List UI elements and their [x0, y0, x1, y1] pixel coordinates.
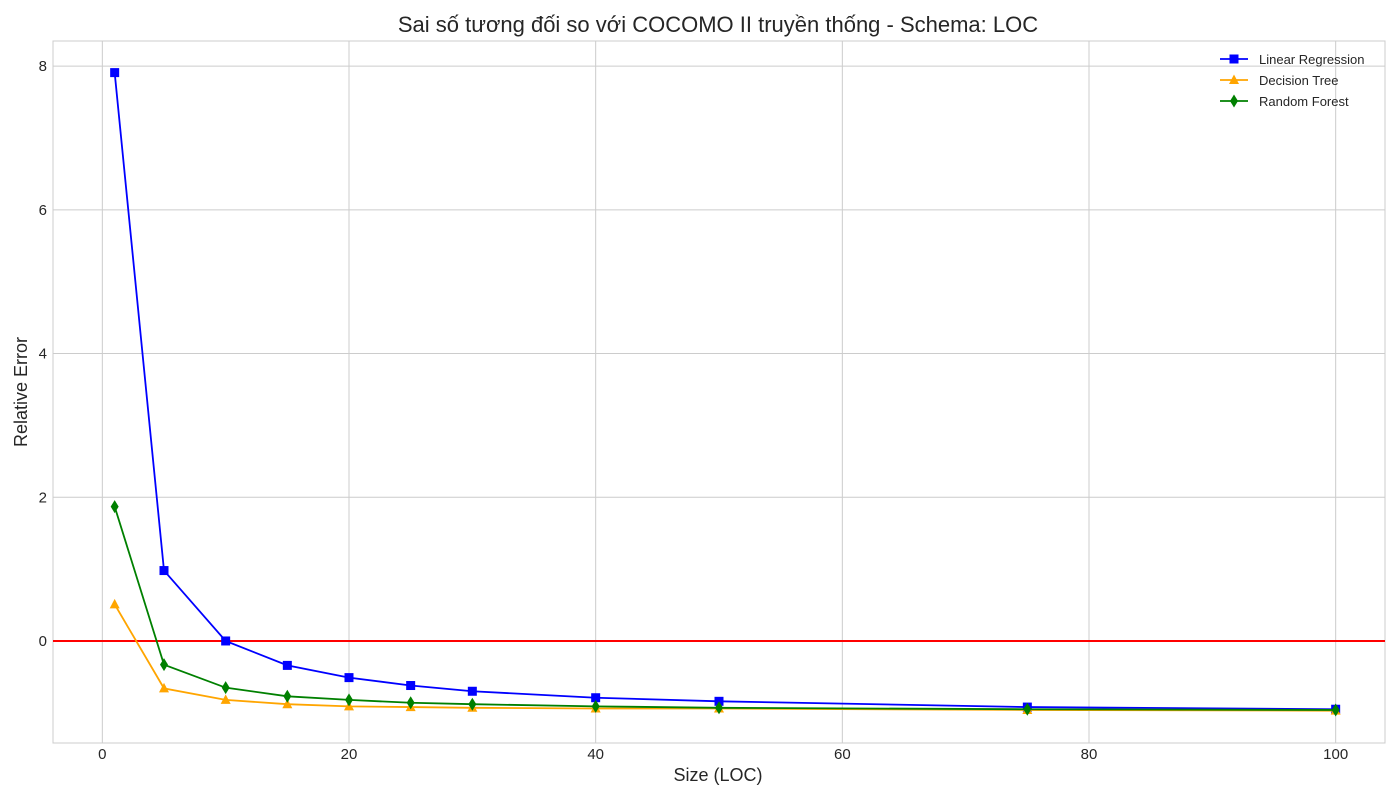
data-point-random-forest [1331, 703, 1340, 717]
data-point-random-forest [1023, 702, 1032, 716]
y-tick-labels: 0 2 4 6 8 [39, 58, 47, 650]
x-tick-labels: 0 20 40 60 80 100 [98, 746, 1348, 763]
chart-title: Sai số tương đối so với COCOMO II truyền… [398, 12, 1038, 37]
series-group [109, 68, 1341, 717]
x-tick-label: 80 [1081, 746, 1098, 763]
data-point-decision-tree [159, 682, 169, 693]
data-point-random-forest [468, 697, 477, 711]
legend-item-linear-regression: Linear Regression [1220, 52, 1365, 67]
data-point-decision-tree [109, 598, 120, 609]
data-point-random-forest [715, 701, 723, 715]
data-point-random-forest [406, 696, 415, 710]
data-point-random-forest [283, 689, 292, 703]
y-tick-label: 2 [39, 489, 47, 506]
data-point-linear-regression [591, 693, 601, 703]
series-line-linear-regression [113, 72, 1336, 711]
y-tick-label: 6 [39, 202, 47, 219]
legend-label: Random Forest [1259, 94, 1349, 109]
data-point-linear-regression [282, 660, 292, 670]
y-tick-label: 0 [39, 633, 47, 650]
y-axis-label: Relative Error [11, 337, 31, 447]
data-point-random-forest [110, 500, 119, 514]
series-linear-regression [110, 68, 1341, 714]
data-point-random-forest [591, 699, 600, 713]
y-tick-label: 8 [39, 58, 47, 75]
plot-frame [52, 40, 1386, 744]
y-tick-label: 4 [39, 346, 47, 363]
legend-label: Decision Tree [1259, 73, 1338, 88]
x-axis-label: Size (LOC) [673, 765, 762, 785]
series-line-decision-tree [113, 603, 1336, 712]
x-tick-label: 20 [341, 746, 358, 763]
series-random-forest [110, 500, 1340, 717]
grid [53, 41, 1385, 743]
data-point-linear-regression [467, 686, 477, 696]
series-line-random-forest [113, 506, 1336, 711]
legend-item-decision-tree: Decision Tree [1220, 73, 1338, 88]
x-tick-label: 60 [834, 746, 851, 763]
x-tick-label: 100 [1323, 746, 1348, 763]
legend-item-random-forest: Random Forest [1220, 94, 1349, 109]
data-point-linear-regression [159, 566, 169, 576]
x-tick-label: 0 [98, 746, 106, 763]
data-point-random-forest [345, 693, 353, 707]
data-point-decision-tree [220, 694, 231, 704]
legend-swatch-marker [1229, 74, 1239, 84]
data-point-decision-tree [282, 698, 293, 709]
data-point-linear-regression [110, 68, 120, 78]
x-tick-label: 40 [587, 746, 604, 763]
legend: Linear Regression Decision Tree Random For… [1220, 52, 1365, 109]
data-point-linear-regression [221, 636, 231, 646]
data-point-linear-regression [344, 673, 354, 683]
data-point-linear-regression [406, 681, 416, 691]
data-point-random-forest [160, 658, 168, 672]
legend-label: Linear Regression [1259, 52, 1365, 67]
legend-swatch-marker [1229, 54, 1239, 64]
legend-swatch-marker [1230, 94, 1238, 108]
data-point-random-forest [221, 681, 230, 695]
